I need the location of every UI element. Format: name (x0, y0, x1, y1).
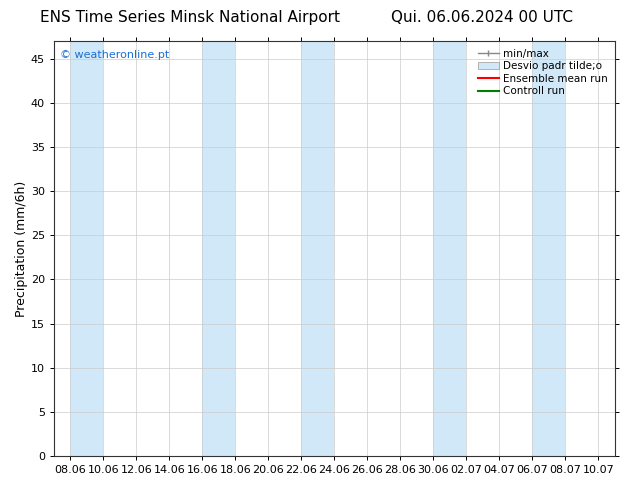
Text: Qui. 06.06.2024 00 UTC: Qui. 06.06.2024 00 UTC (391, 10, 573, 25)
Bar (533, 41, 566, 456)
Bar (434, 41, 467, 456)
Text: © weatheronline.pt: © weatheronline.pt (60, 49, 169, 59)
Bar (301, 41, 334, 456)
Legend: min/max, Desvio padr tilde;o, Ensemble mean run, Controll run: min/max, Desvio padr tilde;o, Ensemble m… (476, 47, 610, 98)
Bar (70, 41, 103, 456)
Y-axis label: Precipitation (mm/6h): Precipitation (mm/6h) (15, 180, 28, 317)
Text: ENS Time Series Minsk National Airport: ENS Time Series Minsk National Airport (40, 10, 340, 25)
Bar (202, 41, 235, 456)
